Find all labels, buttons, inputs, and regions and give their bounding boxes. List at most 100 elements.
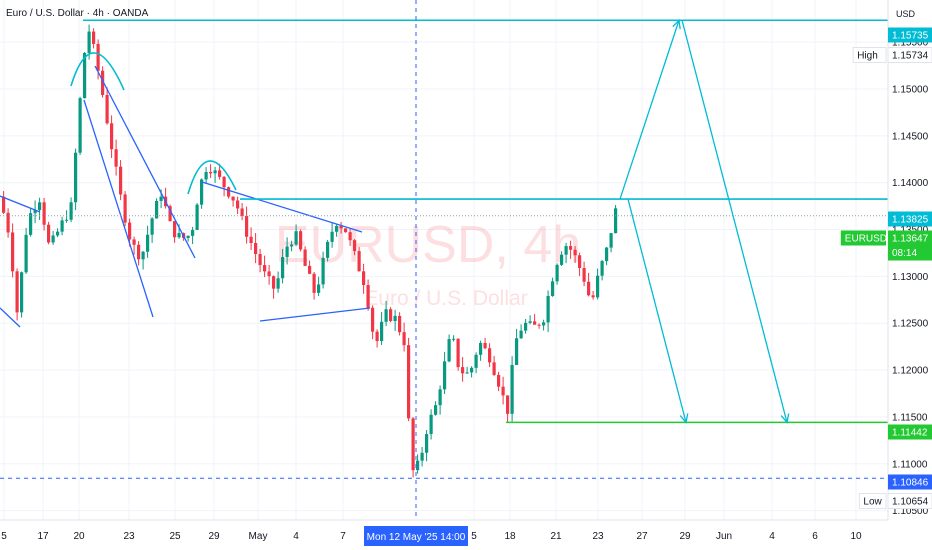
price-tag-box (840, 230, 886, 246)
candle-body (6, 212, 10, 233)
candle-body (483, 342, 487, 349)
candle-body (74, 152, 78, 203)
price-label-box (887, 493, 932, 509)
candle-body (587, 281, 591, 296)
y-tick-label: 1.15500 (892, 38, 929, 49)
candle-body (11, 232, 15, 272)
watermark-name: Euro / U.S. Dollar (364, 287, 527, 310)
price-label-box (888, 424, 932, 440)
candle-body (137, 244, 141, 260)
candle-body (42, 202, 46, 225)
candle-body (213, 170, 217, 174)
x-tick-label: 18 (504, 531, 516, 542)
chart-title: Euro / U.S. Dollar · 4h · OANDA (6, 8, 149, 19)
candle-body (470, 367, 474, 373)
candle-body (78, 98, 82, 153)
price-label-box (888, 27, 932, 43)
price-label-text: 1.11442 (892, 428, 928, 439)
candle-body (236, 200, 240, 209)
candle-body (501, 386, 505, 396)
top-arc (187, 160, 237, 195)
x-tick-label: 20 (73, 531, 85, 542)
candle-body (366, 285, 370, 308)
candle-body (96, 43, 100, 71)
x-tick-label: 4 (293, 531, 299, 542)
candle-body (384, 309, 388, 322)
candle-body (168, 206, 172, 222)
watermark-symbol: EURUSD, 4h (275, 216, 581, 274)
price-label-last: 1.13647 08:14 EURUSD (840, 230, 932, 261)
price-label-high_top: 1.15735 (888, 27, 932, 43)
trend-line (0, 307, 21, 328)
crosshair-time-label: Mon 12 May '25 14:00 (367, 532, 466, 543)
candle-body (380, 321, 384, 342)
candle-body (33, 210, 37, 214)
y-tick-label: 1.12000 (892, 366, 929, 377)
candle-body (465, 372, 469, 374)
candle-body (393, 315, 397, 321)
candle-body (411, 418, 415, 471)
candle-body (119, 166, 123, 195)
price-tag-box (858, 493, 887, 509)
candle-body (335, 226, 339, 232)
candle-body (456, 338, 460, 368)
projection-arrow-up-head (672, 18, 681, 30)
candle-body (591, 295, 595, 298)
candle-body (20, 272, 24, 313)
candle-body (281, 257, 285, 279)
price-label-box (888, 230, 932, 261)
candle-body (416, 460, 420, 471)
candle-body (65, 219, 69, 221)
candle-body (101, 70, 105, 95)
candle-body (308, 265, 312, 274)
candle-body (272, 276, 276, 289)
candle-body (402, 332, 406, 346)
x-tick-label: Jun (716, 531, 732, 542)
candle-body (452, 338, 456, 340)
x-tick-label: 5 (1, 531, 7, 542)
x-tick-label: 17 (37, 531, 49, 542)
candle-body (546, 295, 550, 323)
top-arc (70, 52, 125, 91)
price-label-low: 1.10654 Low (858, 493, 932, 509)
x-tick-label: 29 (208, 531, 220, 542)
candle-body (249, 236, 253, 244)
candle-body (605, 247, 609, 262)
candle-body (564, 246, 568, 255)
x-tick-label: 23 (592, 531, 604, 542)
candle-body (398, 315, 402, 333)
price-label-high: 1.15734 High (852, 47, 932, 63)
trend-line (83, 99, 154, 318)
candle-body (258, 254, 262, 266)
candle-body (231, 196, 235, 201)
candle-body (519, 330, 523, 339)
price-tag-name: EURUSD (845, 234, 887, 245)
candle-body (110, 123, 114, 150)
price-tag-name: Low (863, 497, 882, 508)
candle-body (299, 231, 303, 250)
x-tick-label: 7 (340, 531, 346, 542)
candle-body (434, 405, 438, 415)
candle-body (533, 321, 537, 325)
x-tick-label: 27 (636, 531, 648, 542)
candle-body (425, 434, 429, 453)
candle-body (267, 271, 271, 277)
candle-body (92, 31, 96, 44)
candle-body (227, 187, 231, 197)
candle-body (492, 362, 496, 375)
candle-body (38, 202, 42, 211)
x-tick-label: 21 (550, 531, 562, 542)
candle-body (132, 239, 136, 245)
y-tick-label: 1.10500 (892, 506, 929, 517)
y-tick-label: 1.15000 (892, 85, 929, 96)
candle-body (87, 31, 91, 53)
candle-body (254, 243, 258, 255)
candle-body (474, 354, 478, 368)
candle-body (353, 240, 357, 252)
candle-body (155, 200, 159, 219)
projection-arrow-down-2-head (780, 413, 790, 424)
projection-arrow-down-1 (627, 198, 687, 423)
candle-body (596, 275, 600, 298)
